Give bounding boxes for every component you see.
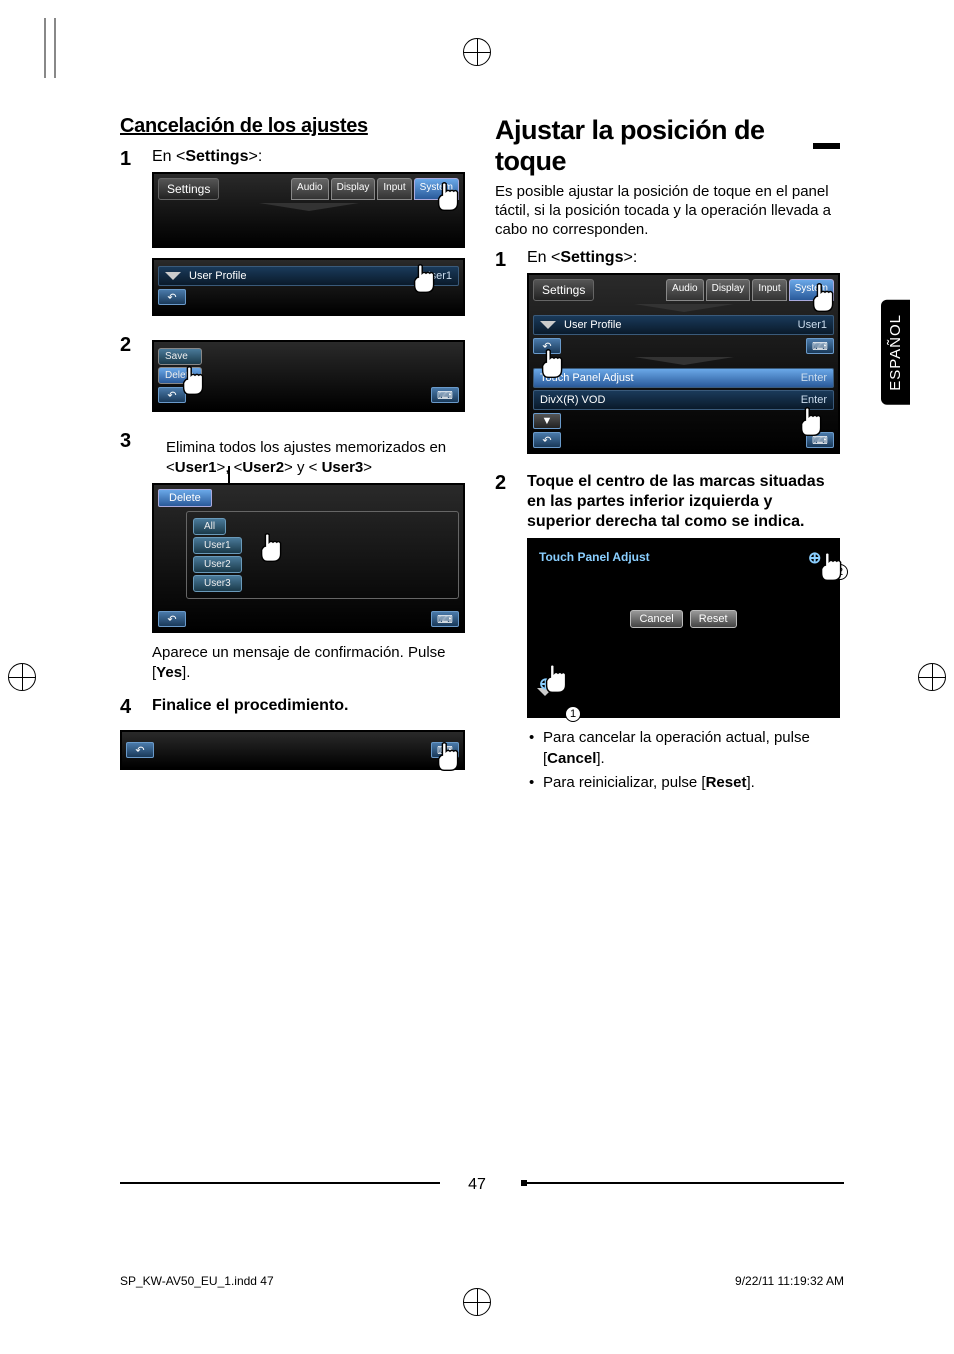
footer: SP_KW-AV50_EU_1.indd 47 9/22/11 11:19:32… <box>120 1274 844 1288</box>
step2-heading: Toque el centro de las marcas situadas e… <box>527 472 840 532</box>
delete-user3[interactable]: User3 <box>193 575 242 592</box>
ui-title: Settings <box>158 178 219 200</box>
language-tab: ESPAÑOL <box>881 300 910 405</box>
user-profile-row[interactable]: User Profile User1 <box>533 315 834 335</box>
step-2: 2 Save Delete ↶ ⌨ <box>120 334 465 422</box>
back-icon[interactable]: ↶ <box>158 611 186 627</box>
section-title: Cancelación de los ajustes <box>120 115 465 138</box>
step-number: 2 <box>495 472 513 797</box>
keyboard-icon[interactable]: ⌨ <box>431 742 459 758</box>
back-icon[interactable]: ↶ <box>158 387 186 403</box>
step-3: 3 Elimina todos los ajustes memorizados … <box>120 430 465 688</box>
chevron-down-icon <box>634 304 734 312</box>
keyboard-icon[interactable]: ⌨ <box>806 338 834 354</box>
back-icon[interactable]: ↶ <box>158 289 186 305</box>
step1-text: En <Settings>: <box>527 249 637 266</box>
step4-heading: Finalice el procedimiento. <box>152 696 465 716</box>
cancel-button[interactable]: Cancel <box>630 610 682 628</box>
tab-system[interactable]: System <box>789 279 834 301</box>
chevron-down-icon <box>259 203 359 211</box>
step-number: 3 <box>120 430 138 688</box>
delete-screenshot: Delete All User1 User2 User3 ↶ ⌨ <box>152 483 465 633</box>
left-column: Cancelación de los ajustes 1 En <Setting… <box>120 115 465 805</box>
settings-screenshot-1: Settings Audio Display Input System <box>152 172 465 248</box>
delete-user1[interactable]: User1 <box>193 537 242 554</box>
down-icon[interactable]: ▼ <box>533 413 561 429</box>
save-button[interactable]: Save <box>158 348 202 365</box>
divx-row[interactable]: DivX(R) VOD Enter <box>533 390 834 410</box>
footer-timestamp: 9/22/11 11:19:32 AM <box>735 1274 844 1288</box>
bullet-cancel: Para cancelar la operación actual, pulse… <box>527 728 840 769</box>
page-rule <box>524 1182 844 1184</box>
confirm-text: Aparece un mensaje de confirmación. Puls… <box>152 643 465 682</box>
dropdown-icon <box>165 272 181 280</box>
dropdown-icon <box>540 321 556 329</box>
step-2: 2 Toque el centro de las marcas situadas… <box>495 472 840 797</box>
tab-audio[interactable]: Audio <box>666 279 704 301</box>
registration-mark-right <box>918 663 946 691</box>
crop-mark <box>54 18 56 78</box>
bullet-list: Para cancelar la operación actual, pulse… <box>527 728 840 793</box>
reset-button[interactable]: Reset <box>690 610 737 628</box>
back-icon[interactable]: ↶ <box>533 432 561 448</box>
mark-1: 1 <box>565 706 581 722</box>
tab-display[interactable]: Display <box>706 279 751 301</box>
step3-description: Elimina todos los ajustes memorizados en… <box>166 438 465 477</box>
finish-screenshot: ↶ ⌨ <box>120 730 465 770</box>
intro-text: Es posible ajustar la posición de toque … <box>495 183 840 239</box>
tab-input[interactable]: Input <box>377 178 411 200</box>
keyboard-icon[interactable]: ⌨ <box>431 611 459 627</box>
step-number: 4 <box>120 696 138 722</box>
page-tick <box>521 1180 527 1186</box>
delete-button[interactable]: Delete <box>158 367 202 384</box>
delete-user2[interactable]: User2 <box>193 556 242 573</box>
bullet-reset: Para reinicializar, pulse [Reset]. <box>527 773 840 793</box>
save-delete-screenshot: Save Delete ↶ ⌨ <box>152 340 465 412</box>
step-number: 1 <box>495 249 513 464</box>
target-mark-icon[interactable]: ⊕ <box>539 674 557 692</box>
settings-screenshot-r1: Settings Audio Display Input System User… <box>527 273 840 454</box>
page-content: Cancelación de los ajustes 1 En <Setting… <box>120 115 840 805</box>
crop-mark <box>44 18 46 78</box>
down-arrow-icon <box>537 696 553 708</box>
delete-options: All User1 User2 User3 <box>186 511 459 599</box>
step-4: 4 Finalice el procedimiento. <box>120 696 465 722</box>
chevron-down-icon <box>634 357 734 365</box>
right-column: Ajustar la posición de toque Es posible … <box>495 115 840 805</box>
delete-all[interactable]: All <box>193 518 226 535</box>
step1-text: En <Settings>: <box>152 148 262 165</box>
user-profile-row[interactable]: User Profile User1 <box>158 266 459 286</box>
footer-filename: SP_KW-AV50_EU_1.indd 47 <box>120 1274 274 1288</box>
registration-mark-left <box>8 663 36 691</box>
step-number: 1 <box>120 148 138 326</box>
page-rule <box>120 1182 440 1184</box>
target-mark-icon[interactable]: ⊕ <box>808 548 826 566</box>
delete-title: Delete <box>158 489 212 507</box>
touch-panel-title: Touch Panel Adjust <box>539 550 828 564</box>
main-title: Ajustar la posición de toque <box>495 115 840 177</box>
step-1: 1 En <Settings>: Settings Audio Display … <box>495 249 840 464</box>
back-icon[interactable]: ↶ <box>533 338 561 354</box>
back-icon[interactable]: ↶ <box>126 742 154 758</box>
registration-mark-bottom <box>463 1288 491 1316</box>
registration-mark-top <box>463 38 491 66</box>
ui-title: Settings <box>533 279 594 301</box>
page-number: 47 <box>468 1176 486 1194</box>
touch-panel-adjust-row[interactable]: Touch Panel Adjust Enter <box>533 368 834 388</box>
touch-panel-screenshot: Touch Panel Adjust ⊕ Cancel Reset ⊕ 1 2 <box>527 538 840 718</box>
tab-input[interactable]: Input <box>752 279 786 301</box>
step-1: 1 En <Settings>: Settings Audio Display … <box>120 148 465 326</box>
keyboard-icon[interactable]: ⌨ <box>431 387 459 403</box>
tab-display[interactable]: Display <box>331 178 376 200</box>
tab-audio[interactable]: Audio <box>291 178 329 200</box>
settings-screenshot-1b: User Profile User1 ↶ <box>152 258 465 316</box>
keyboard-icon[interactable]: ⌨ <box>806 432 834 448</box>
mark-2: 2 <box>832 564 848 580</box>
title-bar-icon <box>813 143 840 149</box>
tab-system[interactable]: System <box>414 178 459 200</box>
step-number: 2 <box>120 334 138 422</box>
